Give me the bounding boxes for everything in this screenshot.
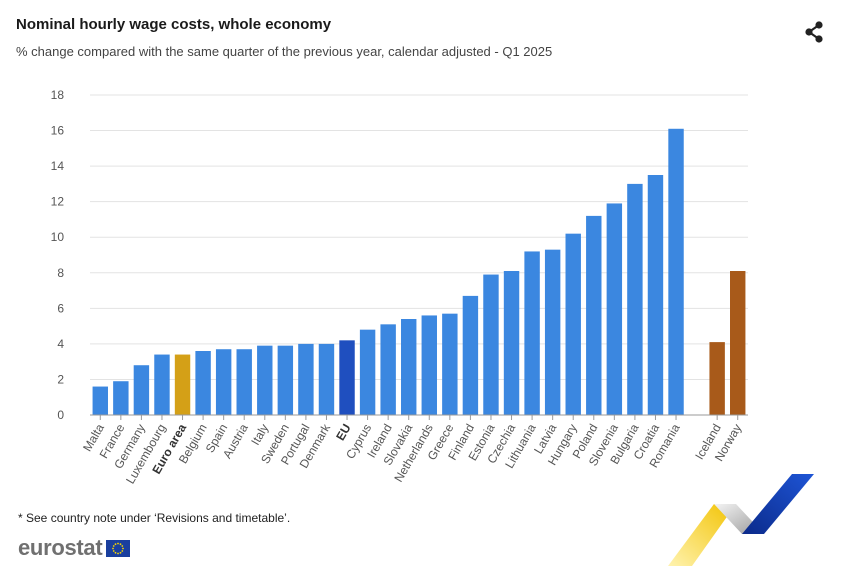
- bar-denmark[interactable]: [318, 343, 335, 415]
- bar-latvia[interactable]: [544, 249, 561, 415]
- bar-norway[interactable]: [730, 271, 746, 415]
- logo-text: eurostat: [18, 535, 103, 560]
- bar-eu[interactable]: [339, 340, 355, 415]
- bar-greece[interactable]: [442, 313, 458, 415]
- bar-chart: 0 2 4 6 8 10 12 14 16 18 MaltaFranceGermanyLuxemb…: [51, 88, 748, 486]
- bar-finland[interactable]: [462, 295, 479, 415]
- bar-lithuania[interactable]: [524, 251, 540, 415]
- bar-ireland[interactable]: [380, 324, 396, 415]
- bar-iceland[interactable]: [709, 342, 725, 415]
- bar-malta[interactable]: [92, 386, 108, 415]
- y-tick-label: 18: [51, 88, 65, 102]
- share-button[interactable]: [800, 18, 828, 46]
- bar-cyprus[interactable]: [359, 329, 376, 415]
- bar-euro-area[interactable]: [174, 354, 191, 415]
- bar-hungary[interactable]: [565, 233, 581, 415]
- y-tick-label: 4: [57, 337, 64, 351]
- bar-croatia[interactable]: [647, 175, 664, 415]
- y-tick-label: 6: [57, 301, 64, 315]
- bar-italy[interactable]: [257, 345, 273, 415]
- bar-sweden[interactable]: [277, 345, 294, 415]
- bar-netherlands[interactable]: [421, 315, 437, 415]
- bar-spain[interactable]: [215, 349, 232, 415]
- bar-belgium[interactable]: [195, 351, 211, 415]
- bar-poland[interactable]: [586, 215, 602, 415]
- y-tick-label: 14: [51, 159, 65, 173]
- y-tick-label: 2: [57, 372, 64, 386]
- share-icon: [805, 21, 823, 43]
- eurostat-logo[interactable]: eurostat: [18, 535, 131, 561]
- bar-czechia[interactable]: [503, 271, 520, 415]
- bars: [92, 128, 746, 415]
- bar-austria[interactable]: [236, 349, 252, 415]
- bar-luxembourg[interactable]: [154, 354, 170, 415]
- bar-slovakia[interactable]: [401, 319, 417, 415]
- y-axis-ticks: 0 2 4 6 8 10 12 14 16 18: [51, 88, 65, 422]
- y-tick-label: 10: [51, 230, 65, 244]
- bar-portugal[interactable]: [298, 343, 314, 415]
- bar-romania[interactable]: [668, 128, 684, 415]
- bar-france[interactable]: [113, 381, 129, 415]
- footnote: * See country note under ‘Revisions and …: [18, 511, 291, 525]
- chart-subtitle: % change compared with the same quarter …: [16, 44, 553, 59]
- chart-title: Nominal hourly wage costs, whole economy: [16, 16, 332, 33]
- eu-flag-icon: [106, 539, 131, 557]
- bar-estonia[interactable]: [483, 274, 499, 415]
- y-tick-label: 8: [57, 266, 64, 280]
- decorative-ribbon: [668, 474, 814, 566]
- y-tick-label: 16: [51, 124, 65, 138]
- bar-germany[interactable]: [133, 365, 150, 415]
- y-tick-label: 0: [57, 408, 64, 422]
- bar-slovenia[interactable]: [606, 203, 623, 415]
- bar-bulgaria[interactable]: [627, 183, 643, 415]
- y-tick-label: 12: [51, 195, 65, 209]
